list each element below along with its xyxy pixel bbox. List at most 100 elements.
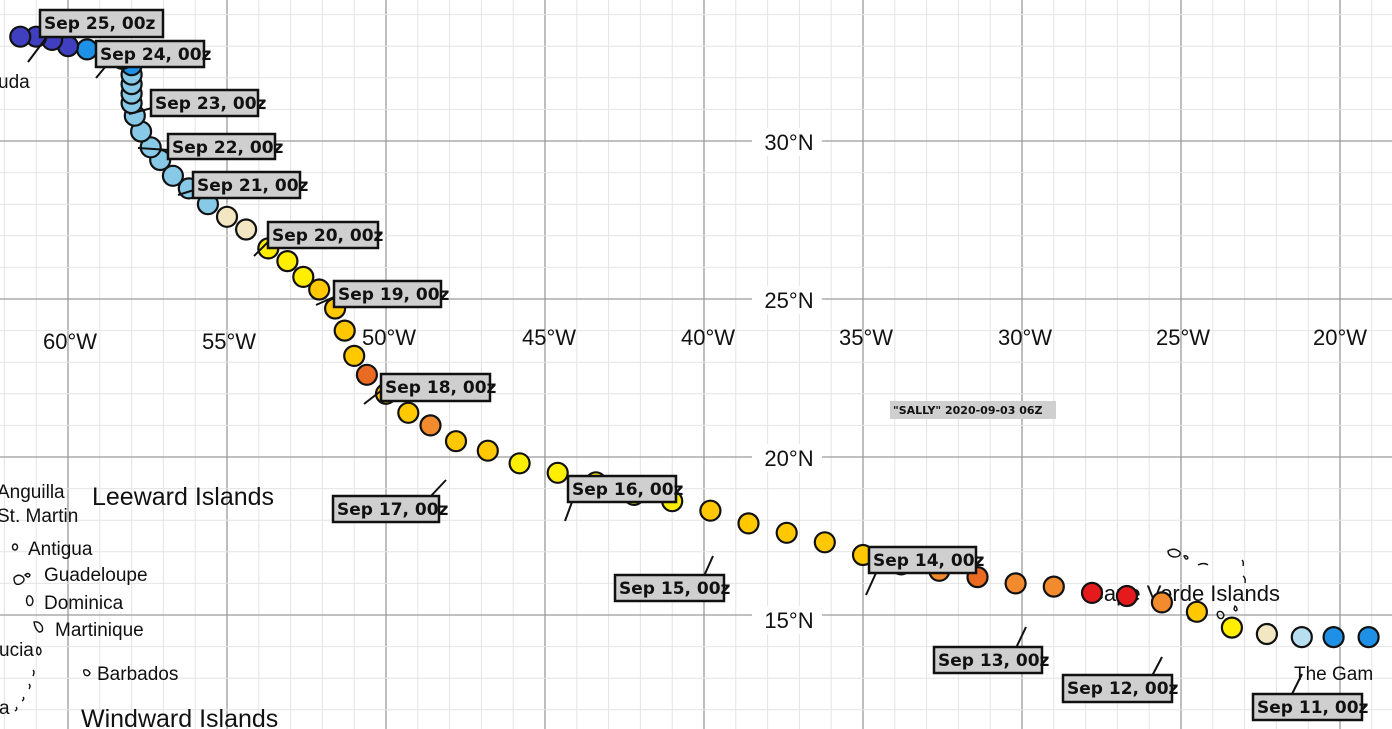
date-callout-sep22: Sep 22, 00z <box>137 132 284 161</box>
track-point <box>813 531 836 554</box>
lat-label-bg <box>752 286 822 314</box>
lat-label-25n: 25°N <box>764 288 813 313</box>
track-point <box>476 439 499 462</box>
place-dominica: Dominica <box>44 593 124 614</box>
track-point <box>235 218 258 241</box>
place-st-vincent: a <box>0 698 10 719</box>
place-the-gambia: The Gam <box>1294 664 1373 685</box>
lon-label-40w: 40°W <box>681 325 735 350</box>
santiago-outline <box>1216 610 1225 620</box>
lon-label-35w: 35°W <box>839 325 893 350</box>
date-callout-sep15: Sep 15, 00z <box>613 555 731 603</box>
date-label-sep18: Sep 18, 00z <box>385 378 497 398</box>
date-label-sep21: Sep 21, 00z <box>197 176 309 196</box>
place-st-martin: St. Martin <box>0 506 78 527</box>
date-callout-sep18: Sep 18, 00z <box>363 372 497 405</box>
date-label-sep15: Sep 15, 00z <box>619 579 731 599</box>
place-labels: Anguilla St. Martin Antigua Guadeloupe D… <box>0 72 1373 719</box>
date-callout-sep17: Sep 17, 00z <box>331 479 449 524</box>
date-callout-sep16: Sep 16, 00z <box>564 474 684 522</box>
track-point <box>1290 625 1313 649</box>
track-point <box>1185 600 1209 623</box>
track-point <box>444 430 468 453</box>
date-callout-sep23: Sep 23, 00z <box>128 88 267 118</box>
track-point <box>1115 584 1139 608</box>
lon-label-20w: 20°W <box>1313 325 1367 350</box>
track-point <box>355 363 378 386</box>
track-point <box>1357 625 1380 649</box>
date-callout-sep12: Sep 12, 00z <box>1061 656 1179 704</box>
antigua-outline <box>11 543 19 551</box>
date-callout-sep25: Sep 25, 00z <box>27 8 165 63</box>
place-guadeloupe: Guadeloupe <box>44 565 148 586</box>
date-label-sep12: Sep 12, 00z <box>1067 679 1179 699</box>
date-callout-sep20: Sep 20, 00z <box>253 220 384 257</box>
place-st-lucia: ucia <box>0 640 34 661</box>
date-callout-sep11: Sep 11, 00z <box>1251 673 1369 722</box>
storm-label: "SALLY" 2020-09-03 06Z <box>890 401 1056 419</box>
storm-label-text: "SALLY" 2020-09-03 06Z <box>893 404 1042 417</box>
lat-label-30n: 30°N <box>764 130 813 155</box>
sal-boavista-outline <box>1241 559 1246 584</box>
date-label-sep17: Sep 17, 00z <box>337 500 449 520</box>
lat-label-bg <box>752 606 822 634</box>
coastlines <box>11 543 1246 712</box>
date-label-sep24: Sep 24, 00z <box>100 45 212 65</box>
track-point <box>215 205 239 228</box>
track-point <box>1220 616 1244 639</box>
storm-label-bg <box>890 401 1056 419</box>
date-label-sep14: Sep 14, 00z <box>873 551 985 571</box>
place-bermuda: uda <box>0 72 30 93</box>
track-point <box>75 38 99 61</box>
st-lucia-outline <box>35 646 42 656</box>
date-label-sep11: Sep 11, 00z <box>1257 698 1369 718</box>
lon-label-30w: 30°W <box>998 325 1052 350</box>
date-callout-sep24: Sep 24, 00z <box>94 39 212 79</box>
track-point <box>737 512 760 535</box>
date-label-sep22: Sep 22, 00z <box>172 138 284 158</box>
track-point <box>161 164 184 187</box>
track-point <box>343 344 366 367</box>
track-point <box>1080 581 1104 605</box>
place-antigua: Antigua <box>28 539 93 560</box>
lat-label-20n: 20°N <box>764 446 813 471</box>
track-point <box>276 250 299 273</box>
place-anguilla: Anguilla <box>0 482 65 503</box>
longitude-labels: 60°W 55°W 50°W 45°W 40°W 35°W 30°W 25°W … <box>43 325 1367 354</box>
region-labels: Leeward Islands Windward Islands Cape Ve… <box>81 483 1280 729</box>
latitude-labels: 30°N 25°N 20°N 15°N <box>752 128 822 634</box>
date-callouts: Sep 25, 00z Sep 24, 00z Sep 23, 00z Sep … <box>27 8 1369 722</box>
barbados-outline <box>82 669 91 677</box>
track-point <box>1322 625 1345 649</box>
track-point <box>419 414 442 437</box>
lon-label-50w: 50°W <box>362 325 416 350</box>
date-label-sep19: Sep 19, 00z <box>338 285 450 305</box>
date-label-sep23: Sep 23, 00z <box>155 94 267 114</box>
track-point <box>1255 622 1279 646</box>
lon-label-60w: 60°W <box>43 329 97 354</box>
date-callout-sep19: Sep 19, 00z <box>315 279 450 309</box>
lon-label-25w: 25°W <box>1156 325 1210 350</box>
track-point <box>292 265 315 288</box>
track-point <box>1004 572 1027 595</box>
track-point <box>1042 575 1065 598</box>
date-label-sep20: Sep 20, 00z <box>272 226 384 246</box>
region-leeward-islands: Leeward Islands <box>92 483 274 511</box>
date-label-sep25: Sep 25, 00z <box>44 14 156 34</box>
martinique-outline <box>33 621 44 633</box>
guadeloupe-outline <box>13 574 25 586</box>
date-label-sep13: Sep 13, 00z <box>938 651 1050 671</box>
place-barbados: Barbados <box>97 664 178 685</box>
lat-label-15n: 15°N <box>764 608 813 633</box>
grenadines-outline <box>14 669 35 712</box>
region-windward-islands: Windward Islands <box>81 705 278 729</box>
maio-outline <box>1233 605 1238 612</box>
track-point <box>546 461 569 484</box>
sao-nicolau-outline <box>1197 562 1209 566</box>
lat-label-bg <box>752 444 822 472</box>
track-point <box>397 401 420 424</box>
santo-antao-outline <box>1167 548 1181 558</box>
sao-vicente-outline <box>1183 555 1189 560</box>
track-point <box>699 499 722 522</box>
